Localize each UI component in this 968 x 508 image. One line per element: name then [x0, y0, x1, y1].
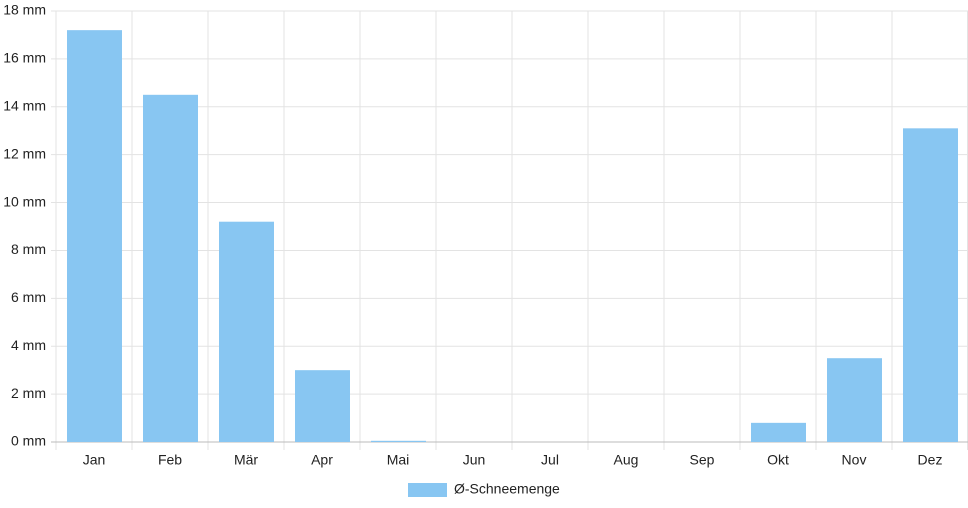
x-tick-label: Nov: [842, 452, 867, 468]
x-tick-label: Jan: [83, 452, 106, 468]
bar: [827, 358, 882, 442]
x-tick-label: Jul: [541, 452, 559, 468]
bar: [751, 422, 806, 442]
x-tick-label: Jun: [463, 452, 486, 468]
x-tick-label: Dez: [918, 452, 943, 468]
y-tick-label: 6 mm: [11, 289, 46, 305]
y-tick-label: 0 mm: [11, 433, 46, 449]
y-tick-label: 2 mm: [11, 385, 46, 401]
x-tick-label: Mai: [387, 452, 410, 468]
y-tick-label: 4 mm: [11, 337, 46, 353]
x-tick-label: Aug: [614, 452, 639, 468]
x-tick-label: Sep: [690, 452, 715, 468]
bar: [295, 370, 350, 442]
y-tick-label: 18 mm: [3, 2, 46, 18]
legend-swatch: [408, 483, 447, 497]
y-tick-label: 16 mm: [3, 50, 46, 66]
bar: [219, 221, 274, 442]
x-tick-label: Okt: [767, 452, 789, 468]
legend-label: Ø-Schneemenge: [454, 481, 560, 497]
bar: [371, 440, 426, 442]
y-tick-label: 10 mm: [3, 193, 46, 209]
bar: [67, 30, 122, 443]
y-tick-label: 14 mm: [3, 97, 46, 113]
bar: [903, 128, 958, 443]
x-tick-label: Mär: [234, 452, 258, 468]
x-tick-label: Feb: [158, 452, 182, 468]
bar: [143, 94, 198, 443]
y-tick-label: 8 mm: [11, 241, 46, 257]
y-tick-label: 12 mm: [3, 145, 46, 161]
x-tick-label: Apr: [311, 452, 333, 468]
